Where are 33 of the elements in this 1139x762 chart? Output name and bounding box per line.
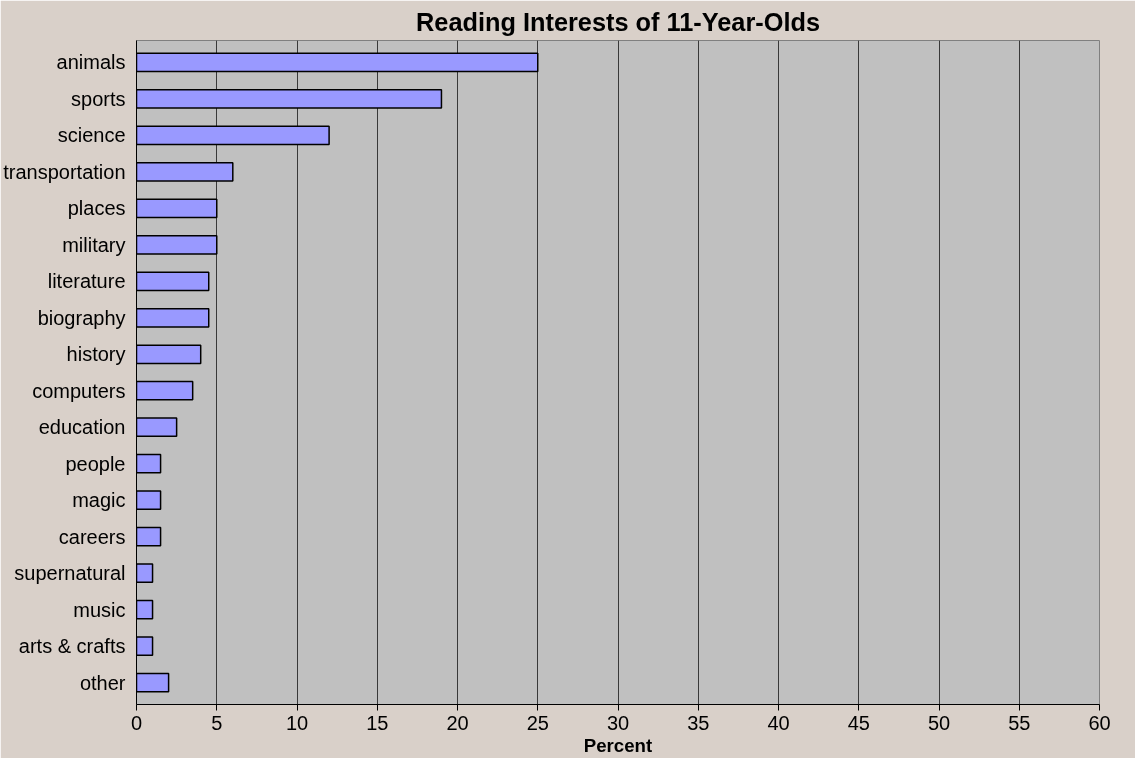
y-tick-label: animals [56, 51, 126, 74]
x-tick-label: 0 [130, 711, 143, 734]
y-tick-label: transportation [3, 160, 126, 183]
x-tick-label: 20 [446, 711, 469, 734]
y-tick-label: education [38, 416, 126, 439]
y-tick-label: arts & crafts [18, 635, 126, 658]
x-axis-title: Percent [583, 734, 653, 756]
y-tick-label: careers [58, 525, 126, 548]
y-tick-label: computers [32, 379, 126, 402]
y-tick-label: magic [72, 489, 126, 512]
x-tick-label: 15 [366, 711, 389, 734]
x-tick-label: 55 [1008, 711, 1031, 734]
x-tick-label: 30 [606, 711, 630, 734]
y-tick-label: science [57, 124, 126, 147]
y-tick-label: music [73, 598, 126, 621]
y-tick-label: supernatural [14, 562, 126, 585]
x-tick-label: 5 [211, 711, 223, 734]
x-tick-label: 40 [767, 711, 790, 734]
chart-title: Reading Interests of 11-Year-Olds [416, 7, 820, 36]
x-tick-label: 25 [526, 711, 549, 734]
x-tick-label: 35 [687, 711, 710, 734]
x-tick-label: 50 [927, 711, 951, 734]
y-tick-label: military [62, 233, 126, 256]
y-tick-label: biography [37, 306, 126, 329]
x-tick-label: 60 [1088, 711, 1111, 734]
y-tick-label: other [79, 671, 126, 694]
y-tick-label: sports [71, 87, 126, 110]
y-tick-label: literature [47, 270, 126, 293]
y-tick-label: history [66, 343, 126, 366]
y-tick-label: people [65, 452, 126, 475]
x-tick-label: 10 [285, 711, 309, 734]
x-tick-label: 45 [847, 711, 870, 734]
y-tick-label: places [67, 197, 126, 220]
